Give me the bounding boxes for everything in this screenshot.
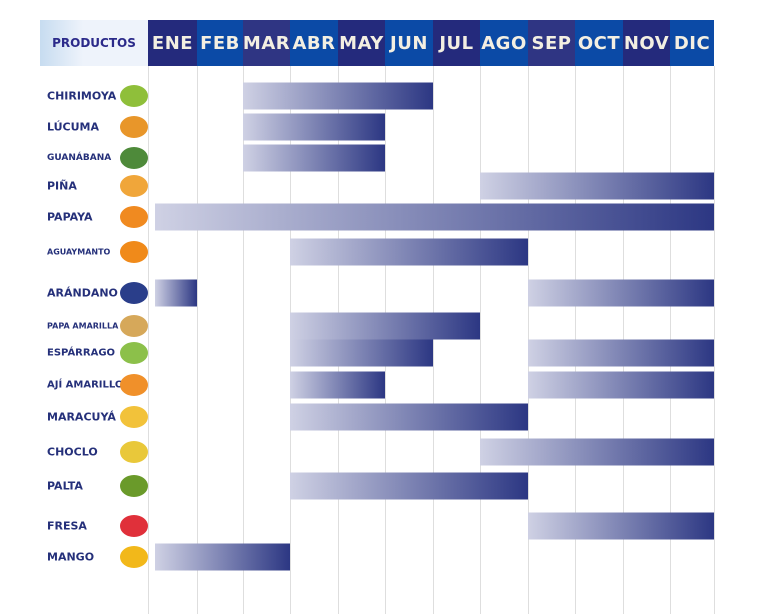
products-header: PRODUCTOS	[40, 20, 148, 66]
month-header-oct: OCT	[575, 20, 623, 66]
grid-line	[714, 66, 715, 614]
mango-icon	[120, 546, 148, 568]
season-bar	[290, 238, 528, 266]
papaya-icon	[120, 206, 148, 228]
products-header-label: PRODUCTOS	[52, 36, 136, 50]
month-header-jun: JUN	[385, 20, 433, 66]
season-bar	[243, 113, 385, 141]
month-header-ene: ENE	[148, 20, 197, 66]
pineapple-icon	[120, 175, 148, 197]
season-bar	[243, 144, 385, 172]
month-header-ago: AGO	[480, 20, 528, 66]
asparagus-icon	[120, 342, 148, 364]
product-label: AJÍ AMARILLO	[47, 379, 124, 391]
grid-line	[480, 66, 481, 614]
product-label: PALTA	[47, 479, 83, 493]
product-label: MANGO	[47, 550, 95, 564]
season-bar	[290, 403, 528, 431]
avocado-icon	[120, 475, 148, 497]
cherimoya-icon	[120, 85, 148, 107]
grid-line	[148, 66, 149, 614]
month-header-nov: NOV	[623, 20, 670, 66]
corn-icon	[120, 441, 148, 463]
product-label: GUANÁBANA	[47, 153, 112, 163]
product-label: PIÑA	[47, 179, 77, 193]
blueberry-icon	[120, 282, 148, 304]
product-label: ESPÁRRAGO	[47, 347, 116, 359]
product-label: CHOCLO	[47, 445, 98, 459]
month-header-jul: JUL	[433, 20, 480, 66]
season-bar	[155, 543, 290, 571]
month-header-may: MAY	[338, 20, 385, 66]
grid-line	[197, 66, 198, 614]
season-bar	[290, 339, 433, 367]
lucuma-icon	[120, 116, 148, 138]
season-bar	[480, 438, 714, 466]
product-label: ARÁNDANO	[47, 286, 118, 300]
product-label: MARACUYÁ	[47, 410, 116, 424]
season-bar	[155, 203, 714, 231]
chili-icon	[120, 374, 148, 396]
goldenberry-icon	[120, 241, 148, 263]
product-label: PAPA AMARILLA	[47, 321, 119, 331]
soursop-icon	[120, 147, 148, 169]
season-bar	[243, 82, 433, 110]
season-bar	[528, 512, 714, 540]
season-bar	[528, 339, 714, 367]
grid-line	[433, 66, 434, 614]
season-bar	[480, 172, 714, 200]
month-header-mar: MAR	[243, 20, 290, 66]
product-label: LÚCUMA	[47, 120, 100, 134]
grid-line	[243, 66, 244, 614]
season-bar	[290, 371, 385, 399]
product-label: FRESA	[47, 519, 87, 533]
product-label: CHIRIMOYA	[47, 89, 117, 103]
product-label: PAPAYA	[47, 210, 93, 224]
month-header-dic: DIC	[670, 20, 714, 66]
season-bar	[155, 279, 197, 307]
product-label: AGUAYMANTO	[47, 247, 111, 257]
passion-fruit-icon	[120, 406, 148, 428]
strawberry-icon	[120, 515, 148, 537]
month-header-abr: ABR	[290, 20, 338, 66]
month-header-sep: SEP	[528, 20, 575, 66]
season-bar	[528, 279, 714, 307]
month-header-feb: FEB	[197, 20, 243, 66]
season-bar	[290, 472, 528, 500]
season-bar	[528, 371, 714, 399]
season-bar	[290, 312, 480, 340]
potato-icon	[120, 315, 148, 337]
